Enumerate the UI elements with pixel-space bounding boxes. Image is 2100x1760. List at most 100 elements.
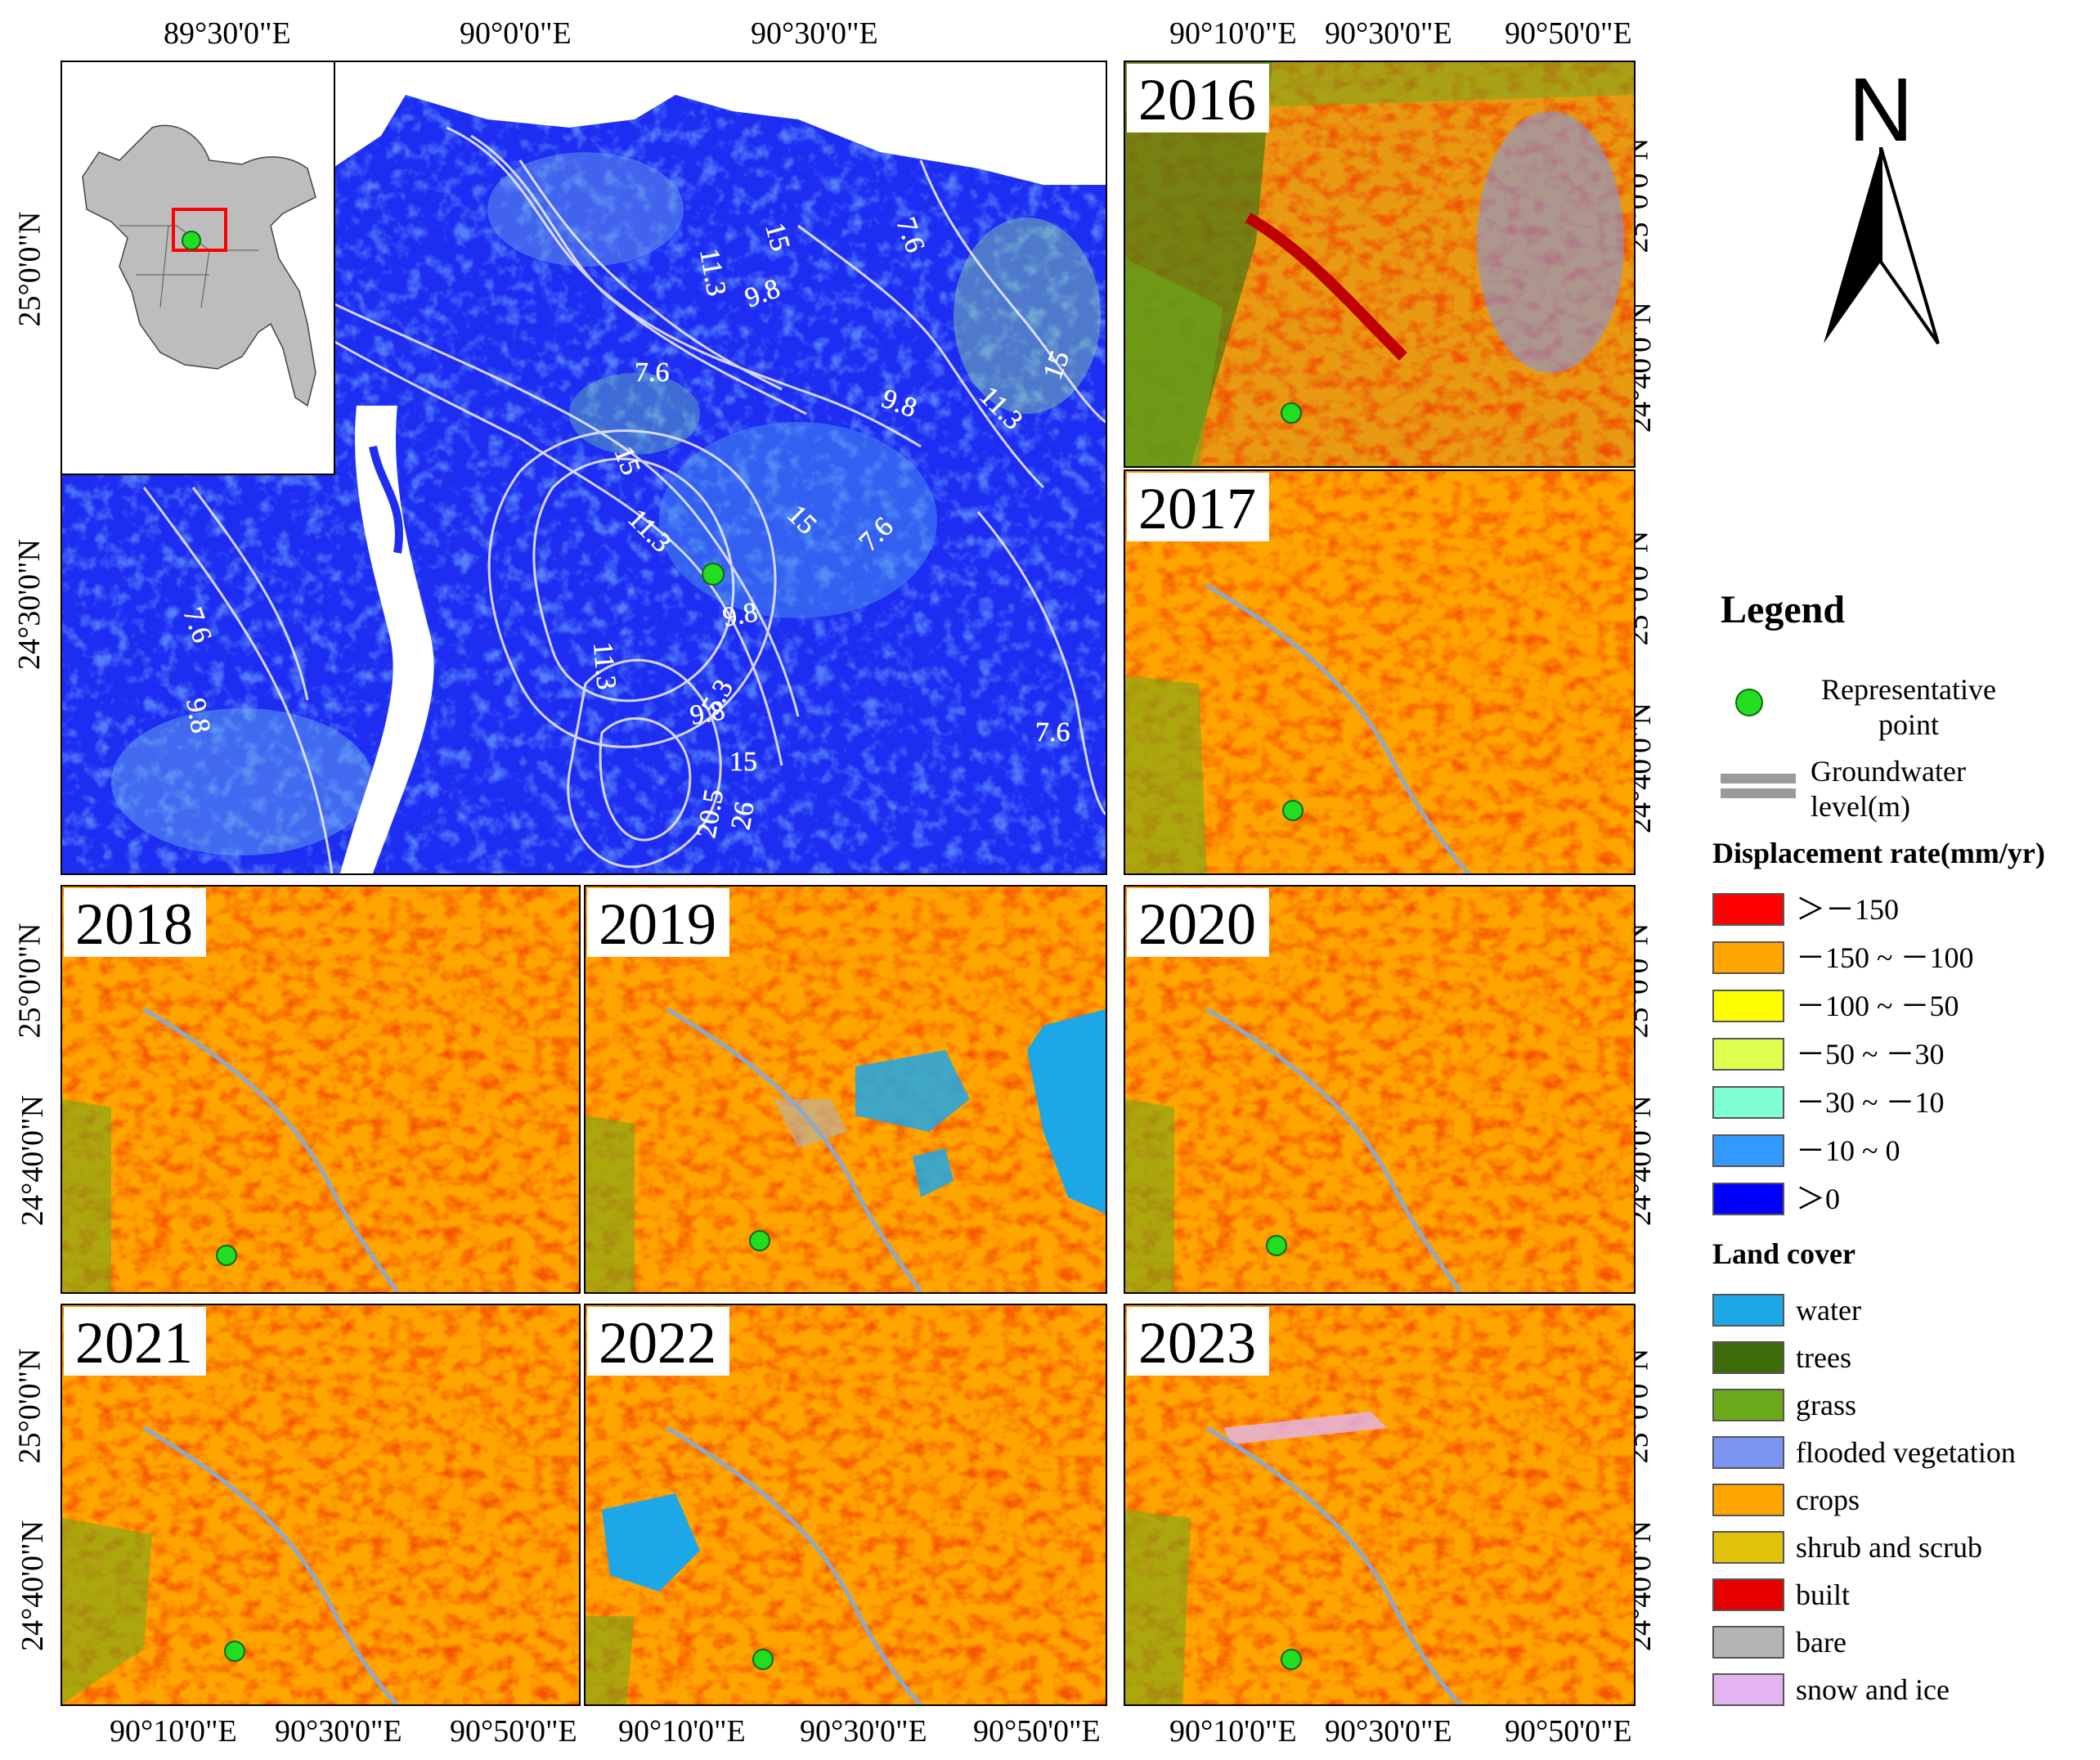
year-label-2020: 2020 [1127,888,1269,957]
bottom-tick-2c: 90°50'0"E [973,1714,1101,1749]
representative-point [702,563,725,586]
panel-2021: 2021 [61,1304,581,1706]
north-label: N [1848,60,1914,160]
left-tick-2018-a: 25°0'0"N [12,923,47,1039]
displacement-title: Displacement rate(mm/yr) [1712,837,2045,869]
representative-point [224,1641,245,1662]
bottom-tick-3c: 90°50'0"E [1505,1714,1632,1749]
displacement-class-label: －150 ~ －100 [1796,941,1974,974]
displacement-class-swatch [1712,1086,1784,1119]
landcover-title: Land cover [1712,1237,1855,1270]
contour-label: 9.8 [180,696,216,735]
displacement-class-swatch [1712,1183,1784,1215]
displacement-class-swatch [1712,941,1784,974]
bottom-tick-3b: 90°30'0"E [1325,1714,1452,1749]
panel-2017: 2017 [1124,469,1636,875]
legend-title: Legend [1721,588,1846,631]
tr-tick-1: 90°10'0"E [1169,16,1297,51]
left-tick-2021-a: 25°0'0"N [12,1348,47,1464]
landcover-class-label: grass [1796,1389,1856,1421]
bottom-tick-2b: 90°30'0"E [800,1714,927,1749]
contour-label: 9.8 [688,695,727,731]
displacement-class-label: －30 ~ －10 [1796,1086,1945,1119]
representative-point [749,1230,770,1251]
inset-bangladesh [82,124,316,407]
displacement-class-swatch [1712,893,1784,926]
representative-point [1281,1649,1302,1670]
landcover-class-label: water [1796,1294,1861,1327]
legend-point-icon [1735,689,1763,716]
tr-tick-3: 90°50'0"E [1505,16,1632,51]
landcover-class-swatch [1712,1531,1784,1564]
contour-label: 7.6 [635,357,670,388]
bottom-tick-1b: 90°30'0"E [275,1714,402,1749]
left-tick-2: 24°30'0"N [12,539,47,670]
bottom-tick-2a: 90°10'0"E [618,1714,746,1749]
legend-point-label: Representative point [1821,673,1996,742]
displacement-class-swatch [1712,990,1784,1022]
top-tick-3: 90°30'0"E [751,16,878,51]
left-tick-2021-b: 24°40'0"N [16,1520,50,1651]
tr-tick-2: 90°30'0"E [1325,16,1452,51]
top-tick-1: 89°30'0"E [164,16,291,51]
groundwater-line-icon [1721,774,1796,798]
representative-point [1266,1235,1287,1256]
panel-2019: 2019 [584,885,1107,1294]
top-tick-2: 90°0'0"E [460,16,572,51]
landcover-class-swatch [1712,1389,1784,1421]
groundwater-contours [142,126,1106,873]
displacement-class-label: ＞0 [1796,1183,1841,1215]
displacement-class-swatch [1712,1038,1784,1071]
representative-point [1281,402,1302,424]
bottom-tick-3a: 90°10'0"E [1169,1714,1297,1749]
year-label-2019: 2019 [587,888,729,957]
year-label-2016: 2016 [1127,64,1269,132]
representative-point [752,1649,774,1670]
study-area-box [172,208,227,252]
landcover-class-swatch [1712,1436,1784,1469]
representative-point [1282,800,1304,821]
displacement-map: 11.3 15 7.6 9.8 7.6 9.8 11.3 15 15 15 11… [61,61,1107,875]
year-label-2021: 2021 [64,1307,206,1376]
landcover-class-label: crops [1796,1484,1860,1516]
north-arrow: N [1815,65,1946,360]
year-label-2023: 2023 [1127,1307,1269,1376]
contour-label: 9.8 [720,597,760,633]
left-tick-2018-b: 24°40'0"N [16,1095,50,1226]
left-tick-1: 25°0'0"N [12,211,47,327]
displacement-class-swatch [1712,1134,1784,1167]
landcover-class-label: built [1796,1578,1851,1611]
panel-2022: 2022 [584,1304,1107,1706]
panel-2023: 2023 [1124,1304,1636,1706]
bottom-tick-1c: 90°50'0"E [450,1714,577,1749]
landcover-class-label: flooded vegetation [1796,1436,2016,1469]
panel-2020: 2020 [1124,885,1636,1294]
landcover-class-swatch [1712,1626,1784,1659]
landcover-class-swatch [1712,1294,1784,1327]
displacement-class-label: －50 ~ －30 [1796,1038,1945,1071]
contour-label: 11.3 [587,640,621,690]
contour-label: 15 [729,747,757,777]
year-label-2018: 2018 [64,888,206,957]
landcover-class-label: bare [1796,1626,1846,1659]
landcover-class-label: shrub and scrub [1796,1531,1982,1564]
north-arrow-icon [1824,147,1940,345]
contour-label: 26 [725,799,760,832]
displacement-class-label: －100 ~ －50 [1796,990,1959,1022]
displacement-class-label: ＞－150 [1796,893,1900,926]
landcover-class-swatch [1712,1341,1784,1374]
landcover-class-label: snow and ice [1796,1673,1950,1706]
inset-map [62,62,335,475]
year-label-2022: 2022 [587,1307,729,1376]
landcover-class-label: trees [1796,1341,1851,1374]
year-label-2017: 2017 [1127,473,1269,541]
bottom-tick-1a: 90°10'0"E [110,1714,237,1749]
panel-2018: 2018 [61,885,581,1294]
displacement-class-label: －10 ~ 0 [1796,1134,1900,1167]
contour-label: 7.6 [1035,717,1070,748]
representative-point [216,1245,237,1266]
panel-2016: 2016 [1124,61,1636,468]
landcover-class-swatch [1712,1484,1784,1516]
landcover-class-swatch [1712,1578,1784,1611]
landcover-class-swatch [1712,1673,1784,1706]
